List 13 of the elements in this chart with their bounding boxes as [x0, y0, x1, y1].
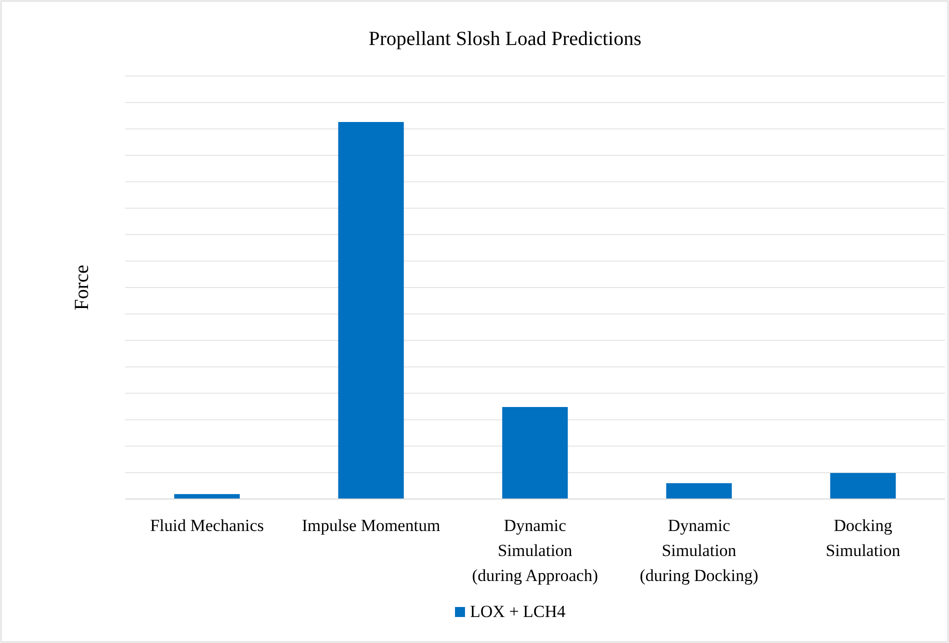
bar	[174, 494, 240, 499]
x-tick-label: Docking Simulation	[826, 516, 901, 560]
x-tick-label: Dynamic Simulation (during Approach)	[472, 516, 598, 585]
legend-label: LOX + LCH4	[470, 602, 566, 621]
bar	[502, 407, 568, 499]
x-tick-label: Dynamic Simulation (during Docking)	[640, 516, 758, 585]
bar	[666, 483, 732, 499]
x-tick-label: Impulse Momentum	[302, 516, 440, 535]
y-axis-title: Force	[71, 264, 93, 310]
x-tick-label: Fluid Mechanics	[150, 516, 264, 535]
chart-title: Propellant Slosh Load Predictions	[368, 28, 642, 50]
bar	[338, 122, 404, 499]
bar	[830, 472, 896, 499]
